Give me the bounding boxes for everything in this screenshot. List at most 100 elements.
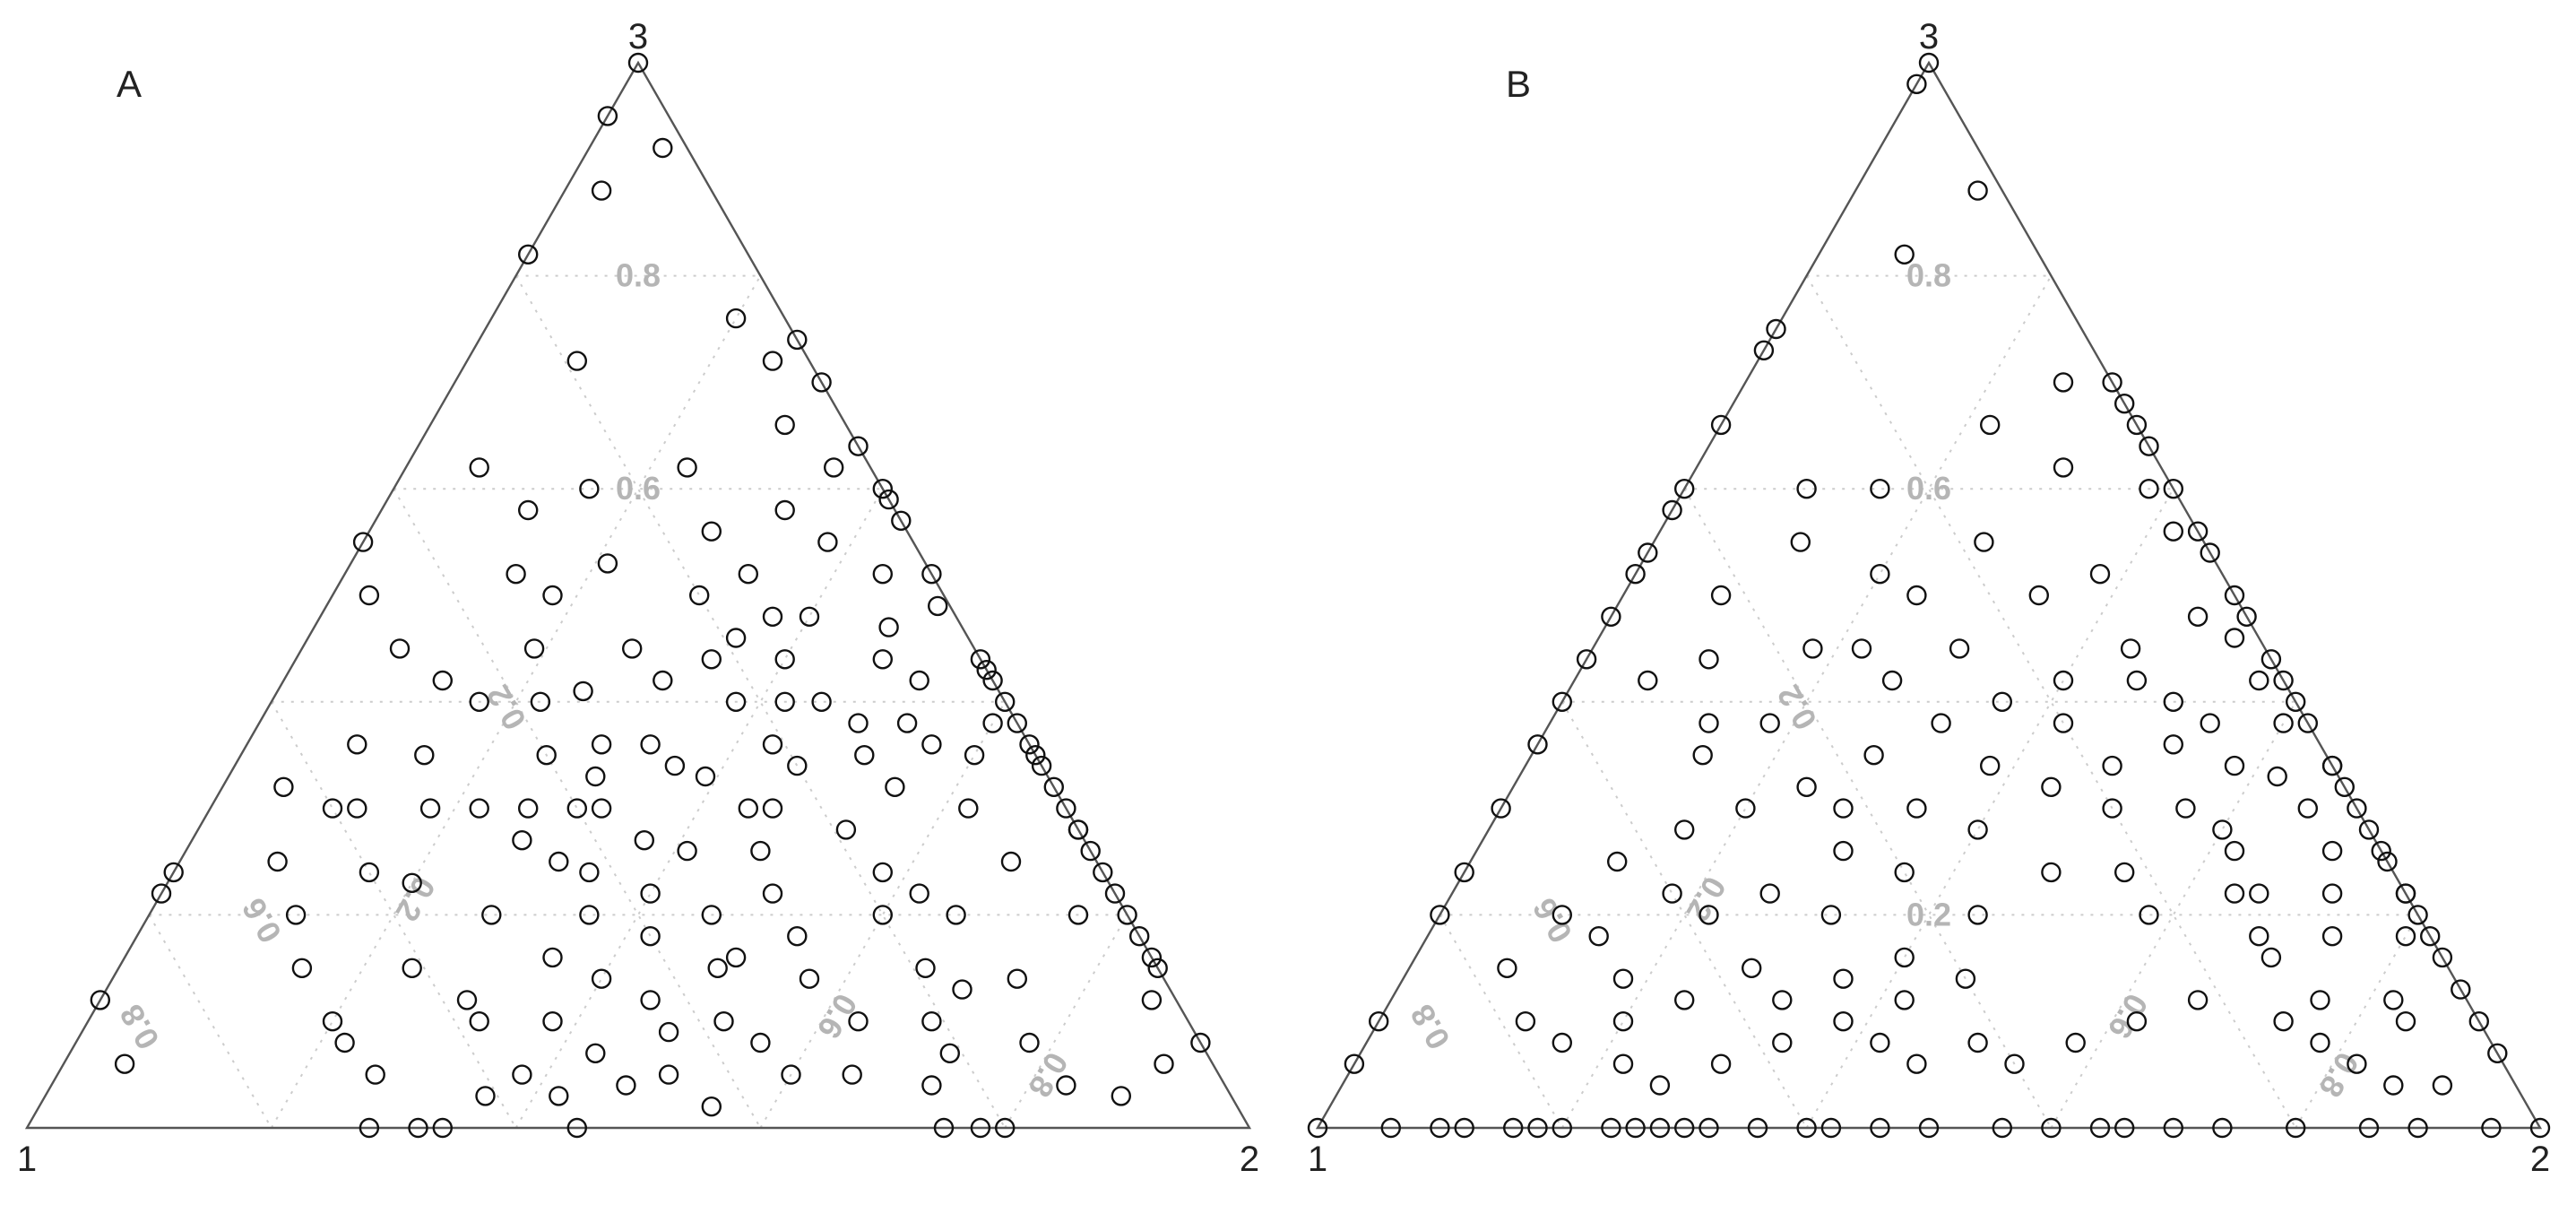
data-point	[2224, 840, 2245, 862]
data-point	[2358, 819, 2380, 840]
data-point	[2297, 713, 2319, 733]
data-point	[2267, 766, 2287, 787]
data-point	[1612, 1010, 1634, 1032]
data-point	[970, 649, 991, 670]
data-point	[1454, 862, 1474, 883]
data-point	[90, 990, 111, 1010]
data-point	[1056, 1075, 1076, 1096]
data-point	[1673, 479, 1695, 499]
data-point	[1527, 1117, 1548, 1139]
data-point	[359, 862, 380, 883]
tick-label-axis3: 0.8	[616, 257, 661, 294]
data-point	[927, 595, 948, 617]
tick-label-axis2: 0.6	[810, 988, 865, 1045]
data-point	[2468, 1010, 2490, 1032]
data-point	[1710, 1053, 1732, 1074]
data-points	[1307, 52, 2551, 1139]
tick-label-axis3: 0.6	[1906, 470, 1951, 507]
vertex-label-2: 2	[2530, 1140, 2550, 1179]
data-point	[640, 734, 661, 755]
data-point	[2224, 585, 2245, 606]
data-point	[2321, 883, 2343, 904]
data-point	[653, 137, 673, 159]
data-point	[1497, 958, 1517, 979]
data-points	[90, 52, 1211, 1139]
tick-label-axis3: 0.8	[1906, 257, 1951, 294]
data-point	[1080, 840, 1101, 862]
triangle-border	[24, 60, 1252, 1130]
data-point	[872, 862, 893, 883]
data-point	[677, 457, 697, 478]
data-point	[334, 1032, 355, 1053]
data-point	[2377, 851, 2398, 872]
data-point	[1894, 862, 1915, 883]
data-point	[824, 457, 844, 478]
data-point	[1104, 883, 1126, 904]
data-point	[1649, 1117, 1671, 1139]
data-point	[2224, 883, 2245, 904]
data-point	[1699, 649, 1719, 670]
data-point	[2310, 990, 2330, 1010]
data-point	[566, 798, 587, 819]
vertex-label-3: 3	[628, 17, 648, 56]
data-point	[518, 499, 539, 521]
data-point	[1949, 638, 1970, 659]
data-point	[579, 905, 600, 925]
data-point	[701, 649, 722, 670]
data-point	[2200, 542, 2220, 563]
data-point	[738, 798, 758, 819]
data-point	[322, 798, 343, 819]
data-point	[2139, 905, 2159, 925]
tick-label-axis3: 0.6	[616, 470, 661, 507]
data-point	[1625, 564, 1646, 585]
data-point	[2285, 1117, 2306, 1139]
data-point	[1141, 947, 1163, 968]
grid-line	[148, 914, 272, 1129]
data-point	[2432, 947, 2453, 968]
data-point	[835, 819, 857, 840]
data-point	[1710, 414, 1732, 436]
data-point	[597, 106, 618, 126]
data-point	[2053, 670, 2074, 691]
data-point	[2407, 905, 2428, 925]
data-point	[970, 1117, 991, 1139]
panel-label: A	[117, 63, 142, 105]
data-point	[762, 734, 783, 755]
data-point	[891, 510, 912, 531]
data-point	[1649, 1075, 1671, 1096]
data-point	[2321, 925, 2343, 947]
data-point	[1307, 1117, 1328, 1139]
data-point	[2053, 372, 2074, 393]
data-point	[1802, 638, 1823, 659]
data-point	[1870, 1117, 1890, 1139]
data-point	[1601, 606, 1621, 627]
data-point	[163, 862, 184, 883]
data-point	[2187, 606, 2209, 627]
data-point	[982, 713, 1003, 733]
data-point	[2419, 925, 2441, 947]
data-point	[1117, 905, 1137, 925]
data-point	[774, 649, 795, 670]
data-point	[762, 883, 783, 904]
data-point	[1931, 713, 1951, 733]
data-point	[1000, 851, 1022, 872]
data-point	[1906, 74, 1927, 95]
data-point	[707, 958, 728, 979]
data-point	[1759, 713, 1780, 733]
data-point	[2212, 1117, 2233, 1139]
data-point	[933, 1117, 955, 1139]
data-point	[2407, 1117, 2428, 1139]
data-point	[909, 883, 929, 904]
data-point	[1154, 1053, 1174, 1074]
data-point	[1894, 990, 1915, 1010]
grid-line	[1805, 275, 2297, 1129]
data-point	[658, 1021, 679, 1043]
data-point	[2260, 649, 2282, 670]
data-point	[2321, 755, 2343, 776]
data-point	[2249, 670, 2269, 691]
data-point	[885, 776, 905, 797]
data-point	[1552, 905, 1573, 925]
data-point	[787, 755, 808, 776]
tick-label-axis1: 0.6	[235, 892, 290, 949]
data-point	[701, 1096, 722, 1117]
